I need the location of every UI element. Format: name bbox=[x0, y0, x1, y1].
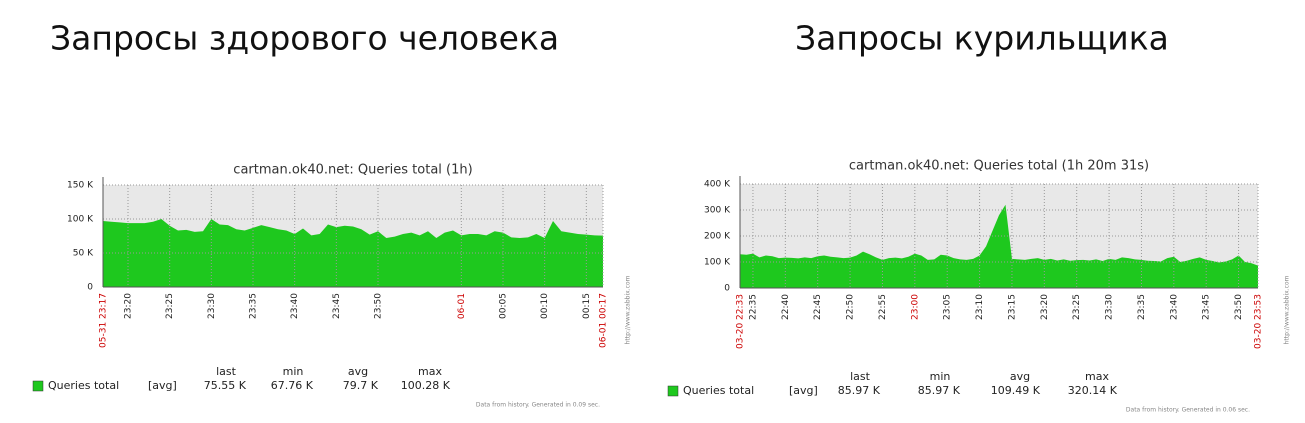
x-tick-label: 00:05 bbox=[499, 293, 509, 319]
x-tick-label: 03-20 22:33 bbox=[736, 294, 746, 349]
y-tick-label: 100 K bbox=[704, 258, 731, 268]
legend-func: [avg] bbox=[789, 384, 818, 397]
legend-header: last bbox=[216, 365, 237, 378]
legend-stat: 85.97 K bbox=[918, 384, 961, 397]
chart-title: cartman.ok40.net: Queries total (1h 20m … bbox=[849, 159, 1149, 174]
heading: Запросы здорового человека bbox=[50, 19, 559, 58]
x-tick-label: 22:50 bbox=[846, 294, 856, 320]
x-tick-label: 00:15 bbox=[582, 293, 592, 319]
x-tick-label: 23:00 bbox=[910, 294, 920, 320]
legend-swatch bbox=[32, 380, 44, 392]
legend-stat: 85.97 K bbox=[838, 384, 881, 397]
x-tick-label: 23:10 bbox=[975, 294, 985, 320]
x-tick-label: 23:30 bbox=[207, 293, 217, 319]
x-tick-label: 22:35 bbox=[748, 294, 758, 320]
x-tick-label: 23:45 bbox=[332, 293, 342, 319]
legend-header: avg bbox=[348, 365, 368, 378]
watermark: http://www.zabbix.com bbox=[1284, 275, 1291, 344]
y-tick-label: 50 K bbox=[73, 249, 94, 259]
legend-header: min bbox=[283, 365, 304, 378]
chart-title: cartman.ok40.net: Queries total (1h) bbox=[233, 163, 472, 178]
footer: Data from history. Generated in 0.06 sec… bbox=[1126, 407, 1250, 414]
legend-header: max bbox=[1085, 370, 1109, 383]
x-tick-label: 23:05 bbox=[943, 294, 953, 320]
legend-swatch bbox=[667, 385, 679, 397]
y-tick-label: 400 K bbox=[704, 180, 731, 190]
x-tick-label: 06-01 bbox=[457, 293, 467, 319]
x-tick-label: 23:20 bbox=[1040, 294, 1050, 320]
legend-header: last bbox=[850, 370, 871, 383]
x-tick-label: 06-01 00:17 bbox=[599, 293, 609, 348]
watermark: http://www.zabbix.com bbox=[625, 275, 632, 344]
x-tick-label: 23:25 bbox=[165, 293, 175, 319]
x-tick-label: 23:50 bbox=[1234, 294, 1244, 320]
x-tick-label: 22:40 bbox=[781, 294, 791, 320]
x-tick-label: 23:35 bbox=[1137, 294, 1147, 320]
x-tick-label: 03-20 23:53 bbox=[1254, 294, 1264, 349]
x-tick-label: 23:45 bbox=[1202, 294, 1212, 320]
legend-header: avg bbox=[1010, 370, 1030, 383]
x-tick-label: 23:20 bbox=[124, 293, 134, 319]
y-tick-label: 300 K bbox=[704, 206, 731, 216]
legend-stat: 320.14 K bbox=[1068, 384, 1118, 397]
x-tick-label: 23:25 bbox=[1072, 294, 1082, 320]
x-tick-label: 05-31 23:17 bbox=[99, 293, 109, 348]
y-tick-label: 100 K bbox=[67, 215, 94, 225]
legend-header: max bbox=[418, 365, 442, 378]
legend-stat: 79.7 K bbox=[343, 379, 379, 392]
x-tick-label: 23:40 bbox=[290, 293, 300, 319]
footer: Data from history. Generated in 0.09 sec… bbox=[476, 402, 600, 409]
legend-stat: 75.55 K bbox=[204, 379, 247, 392]
y-tick-label: 0 bbox=[87, 283, 93, 293]
area bbox=[740, 204, 1258, 288]
legend-stat: 100.28 K bbox=[401, 379, 451, 392]
legend-label: Queries total bbox=[48, 379, 119, 392]
y-tick-label: 0 bbox=[724, 284, 730, 294]
x-tick-label: 23:40 bbox=[1169, 294, 1179, 320]
y-tick-label: 200 K bbox=[704, 232, 731, 242]
legend-header: min bbox=[930, 370, 951, 383]
x-tick-label: 00:10 bbox=[540, 293, 550, 319]
legend-label: Queries total bbox=[683, 384, 754, 397]
x-tick-label: 22:45 bbox=[813, 294, 823, 320]
x-tick-label: 23:30 bbox=[1105, 294, 1115, 320]
legend-stat: 109.49 K bbox=[991, 384, 1041, 397]
legend-func: [avg] bbox=[148, 379, 177, 392]
x-tick-label: 23:35 bbox=[249, 293, 259, 319]
legend-stat: 67.76 K bbox=[271, 379, 314, 392]
heading: Запросы курильщика bbox=[795, 19, 1169, 58]
x-tick-label: 23:50 bbox=[374, 293, 384, 319]
y-tick-label: 150 K bbox=[67, 181, 94, 191]
x-tick-label: 22:55 bbox=[878, 294, 888, 320]
x-tick-label: 23:15 bbox=[1007, 294, 1017, 320]
